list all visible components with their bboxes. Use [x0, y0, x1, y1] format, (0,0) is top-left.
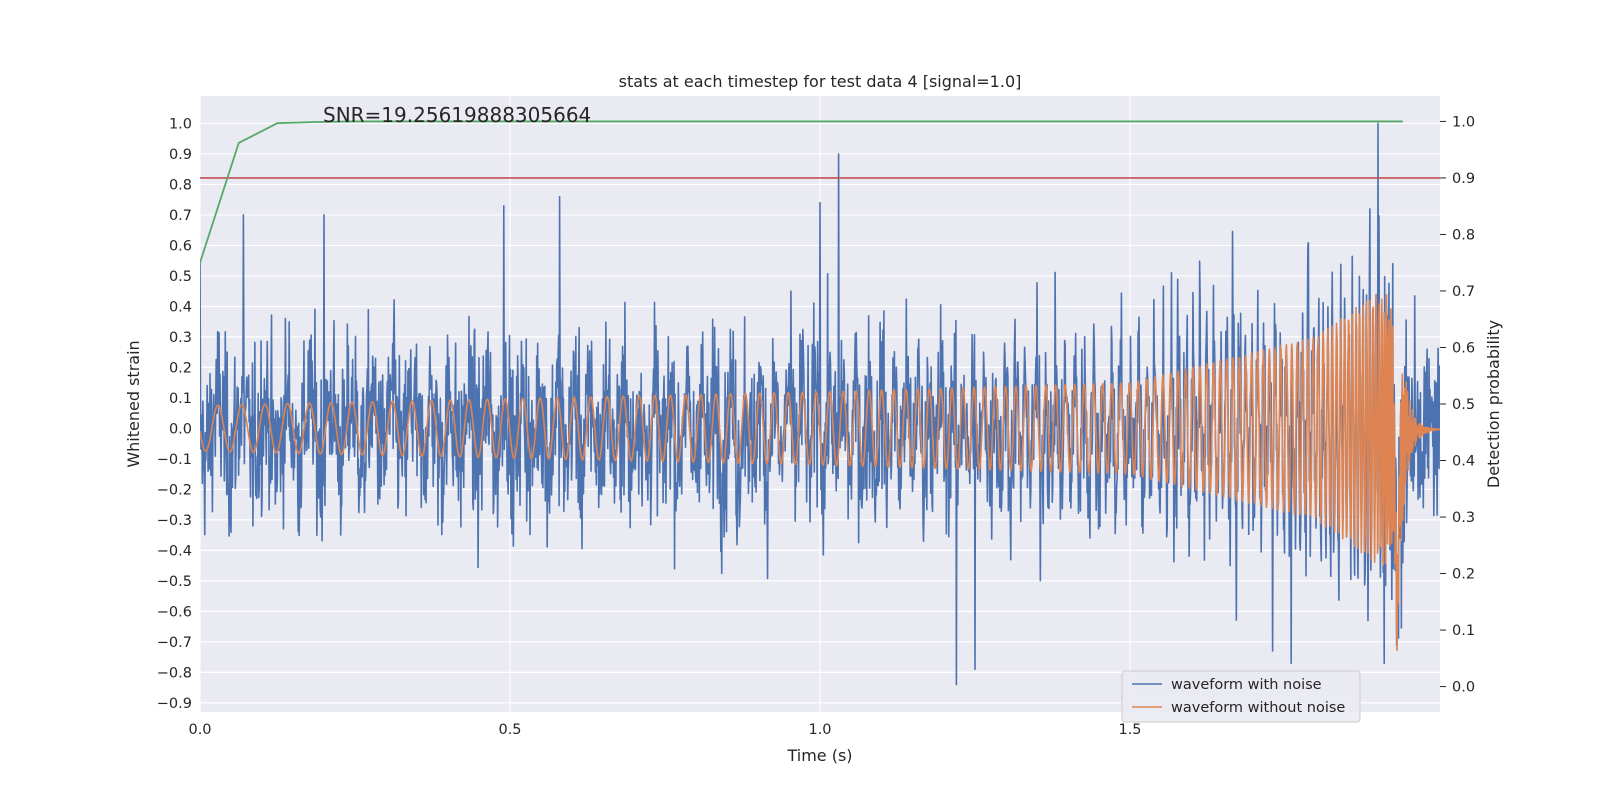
legend: waveform with noise waveform without noi… — [1121, 670, 1361, 723]
y-tick-label: 0.8 — [169, 177, 192, 193]
y-tick-label: −0.7 — [157, 635, 192, 651]
x-tick-label: 0.0 — [188, 722, 211, 738]
legend-box — [1121, 670, 1361, 723]
y2-tick-label: 0.4 — [1452, 454, 1475, 470]
y-tick-label: 0.6 — [169, 238, 192, 254]
y-tick-label: −0.5 — [157, 574, 192, 590]
y-tick-label: 0.7 — [169, 208, 192, 224]
y2-tick-label: 0.5 — [1452, 397, 1475, 413]
y2-tick-label: 0.2 — [1452, 567, 1475, 583]
y-tick-label: −0.8 — [157, 665, 192, 681]
y-tick-label: 0.4 — [169, 299, 192, 315]
series-waveform-with-noise — [200, 122, 1440, 686]
series-waveform-without-noise — [200, 293, 1440, 651]
legend-label-clean: waveform without noise — [1171, 700, 1345, 716]
y-tick-label: −0.2 — [157, 482, 192, 498]
y2-axis-label: Detection probability — [1484, 320, 1503, 488]
y-tick-label: 0.1 — [169, 391, 192, 407]
y-tick-label: −0.4 — [157, 543, 192, 559]
left-y-axis: 1.0 0.9 0.8 0.7 0.6 0.5 0.4 0.3 0.2 0.1 0.0 −0.1 −0.… — [157, 116, 192, 711]
y2-tick-label: 0.1 — [1452, 623, 1475, 639]
y2-tick-label: 0.3 — [1452, 510, 1475, 526]
y-tick-label: 0.2 — [169, 360, 192, 376]
y2-tick-label: 0.7 — [1452, 284, 1475, 300]
y2-tick-label: 0.9 — [1452, 171, 1475, 187]
y-tick-label: −0.1 — [157, 452, 192, 468]
x-tick-label: 1.5 — [1118, 722, 1141, 738]
y-tick-label: −0.6 — [157, 604, 192, 620]
y-tick-label: 1.0 — [169, 116, 192, 132]
x-axis-label: Time (s) — [786, 746, 852, 765]
legend-label-noise: waveform with noise — [1171, 677, 1322, 693]
y-tick-label: 0.5 — [169, 269, 192, 285]
y-tick-label: −0.9 — [157, 696, 192, 712]
right-y-axis: 1.0 0.9 0.8 0.7 0.6 0.5 0.4 0.3 0.2 0.1 0.0 — [1440, 114, 1475, 696]
chart-title: stats at each timestep for test data 4 [… — [619, 72, 1022, 91]
y-tick-label: −0.3 — [157, 513, 192, 529]
snr-annotation: SNR=19.25619888305664 — [323, 103, 591, 127]
y2-tick-label: 1.0 — [1452, 114, 1475, 130]
x-axis: 0.0 0.5 1.0 1.5 — [188, 722, 1141, 738]
y-axis-label: Whitened strain — [124, 340, 143, 467]
y-tick-label: 0.0 — [169, 421, 192, 437]
x-tick-label: 1.0 — [808, 722, 831, 738]
y2-tick-label: 0.8 — [1452, 227, 1475, 243]
y2-tick-label: 0.0 — [1452, 680, 1475, 696]
y-tick-label: 0.3 — [169, 330, 192, 346]
x-tick-label: 0.5 — [498, 722, 521, 738]
y-tick-label: 0.9 — [169, 147, 192, 163]
y2-tick-label: 0.6 — [1452, 340, 1475, 356]
